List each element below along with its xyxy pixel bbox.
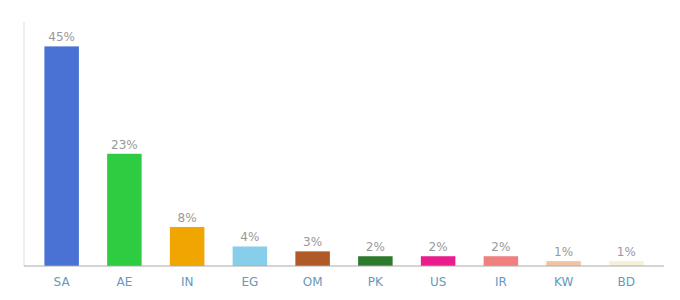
x-tick-label: AE xyxy=(116,275,132,289)
data-label: 3% xyxy=(303,235,322,249)
data-label: 4% xyxy=(240,230,259,244)
x-tick-label: EG xyxy=(241,275,258,289)
chart-container: 45% 23% 8% 4% 3% 2% 2% 2% 1% 1% SA AE IN EG OM PK US IR KW… xyxy=(0,0,680,300)
bars xyxy=(44,46,643,266)
data-label: 45% xyxy=(48,30,75,44)
data-label: 2% xyxy=(491,240,510,254)
data-label: 2% xyxy=(429,240,448,254)
data-labels: 45% 23% 8% 4% 3% 2% 2% 2% 1% 1% xyxy=(48,30,636,259)
data-label: 23% xyxy=(111,138,138,152)
x-tick-label: OM xyxy=(303,275,323,289)
y-axis-line xyxy=(24,22,25,266)
data-label: 8% xyxy=(178,211,197,225)
x-tick-label: SA xyxy=(54,275,71,289)
bar xyxy=(233,246,268,266)
x-tick-labels: SA AE IN EG OM PK US IR KW BD xyxy=(54,275,635,289)
data-label: 2% xyxy=(366,240,385,254)
bar xyxy=(295,251,330,266)
data-label: 1% xyxy=(554,245,573,259)
x-axis-line xyxy=(24,266,664,267)
x-tick-label: KW xyxy=(554,275,573,289)
x-tick-label: US xyxy=(430,275,446,289)
bar xyxy=(609,261,644,266)
x-tick-label: IN xyxy=(181,275,194,289)
bar xyxy=(484,256,519,266)
x-tick-label: IR xyxy=(495,275,507,289)
bar xyxy=(546,261,581,266)
chart-svg: 45% 23% 8% 4% 3% 2% 2% 2% 1% 1% SA AE IN EG OM PK US IR KW… xyxy=(0,0,680,300)
x-tick-label: PK xyxy=(368,275,384,289)
x-tick-label: BD xyxy=(618,275,635,289)
bar xyxy=(358,256,393,266)
data-label: 1% xyxy=(617,245,636,259)
bar xyxy=(170,227,205,266)
bar xyxy=(421,256,456,266)
bar xyxy=(44,46,79,266)
bar xyxy=(107,154,142,266)
